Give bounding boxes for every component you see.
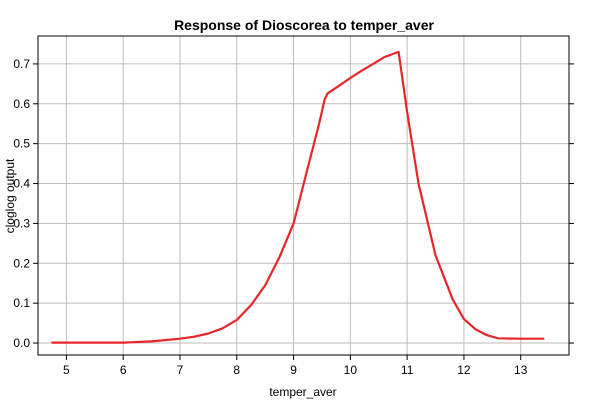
y-tick-label: 0.1	[13, 296, 30, 310]
y-tick-label: 0.3	[13, 216, 30, 230]
response-curve-line	[51, 50, 545, 344]
y-tick-label: 0.0	[13, 336, 30, 350]
chart-title: Response of Dioscorea to temper_aver	[174, 17, 434, 33]
x-tick-label: 13	[514, 363, 528, 377]
x-tick-label: 5	[63, 363, 70, 377]
y-tick-label: 0.7	[13, 57, 30, 71]
x-tick-label: 11	[401, 363, 414, 377]
series-group	[51, 50, 545, 344]
y-tick-label: 0.5	[13, 137, 30, 151]
x-axis-label: temper_aver	[269, 385, 336, 399]
x-tick-label: 8	[233, 363, 240, 377]
grid-lines	[38, 36, 569, 355]
x-tick-label: 6	[120, 363, 127, 377]
x-tick-label: 10	[344, 363, 358, 377]
plot-frame	[37, 35, 570, 356]
x-tick-label: 12	[457, 363, 471, 377]
y-tick-label: 0.4	[13, 177, 30, 191]
y-tick-label: 0.6	[13, 97, 30, 111]
axis-ticks: 5 6 7 8 9 10 11 12 13 0.0 0.1 0.2 0.3 0.4 0.5 0.6 0.7	[13, 57, 574, 377]
y-tick-label: 0.2	[13, 256, 30, 270]
y-axis-label: cloglog output	[3, 158, 17, 233]
x-tick-label: 9	[290, 363, 297, 377]
x-tick-label: 7	[177, 363, 184, 377]
